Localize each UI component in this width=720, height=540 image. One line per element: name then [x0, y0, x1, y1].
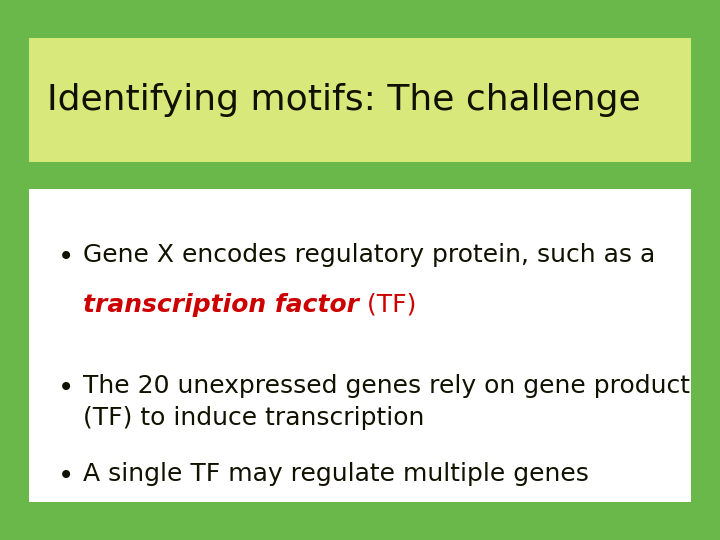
Text: •: •	[58, 374, 74, 402]
Text: (TF): (TF)	[359, 293, 416, 316]
FancyBboxPatch shape	[29, 38, 691, 162]
Text: Identifying motifs: The challenge: Identifying motifs: The challenge	[47, 83, 640, 117]
Text: •: •	[58, 243, 74, 271]
Text: transcription factor: transcription factor	[83, 293, 359, 316]
Text: A single TF may regulate multiple genes: A single TF may regulate multiple genes	[83, 462, 589, 485]
FancyBboxPatch shape	[29, 189, 691, 502]
Text: The 20 unexpressed genes rely on gene product
(TF) to induce transcription: The 20 unexpressed genes rely on gene pr…	[83, 374, 690, 430]
Text: •: •	[58, 462, 74, 490]
Text: Gene X encodes regulatory protein, such as a: Gene X encodes regulatory protein, such …	[83, 243, 655, 267]
